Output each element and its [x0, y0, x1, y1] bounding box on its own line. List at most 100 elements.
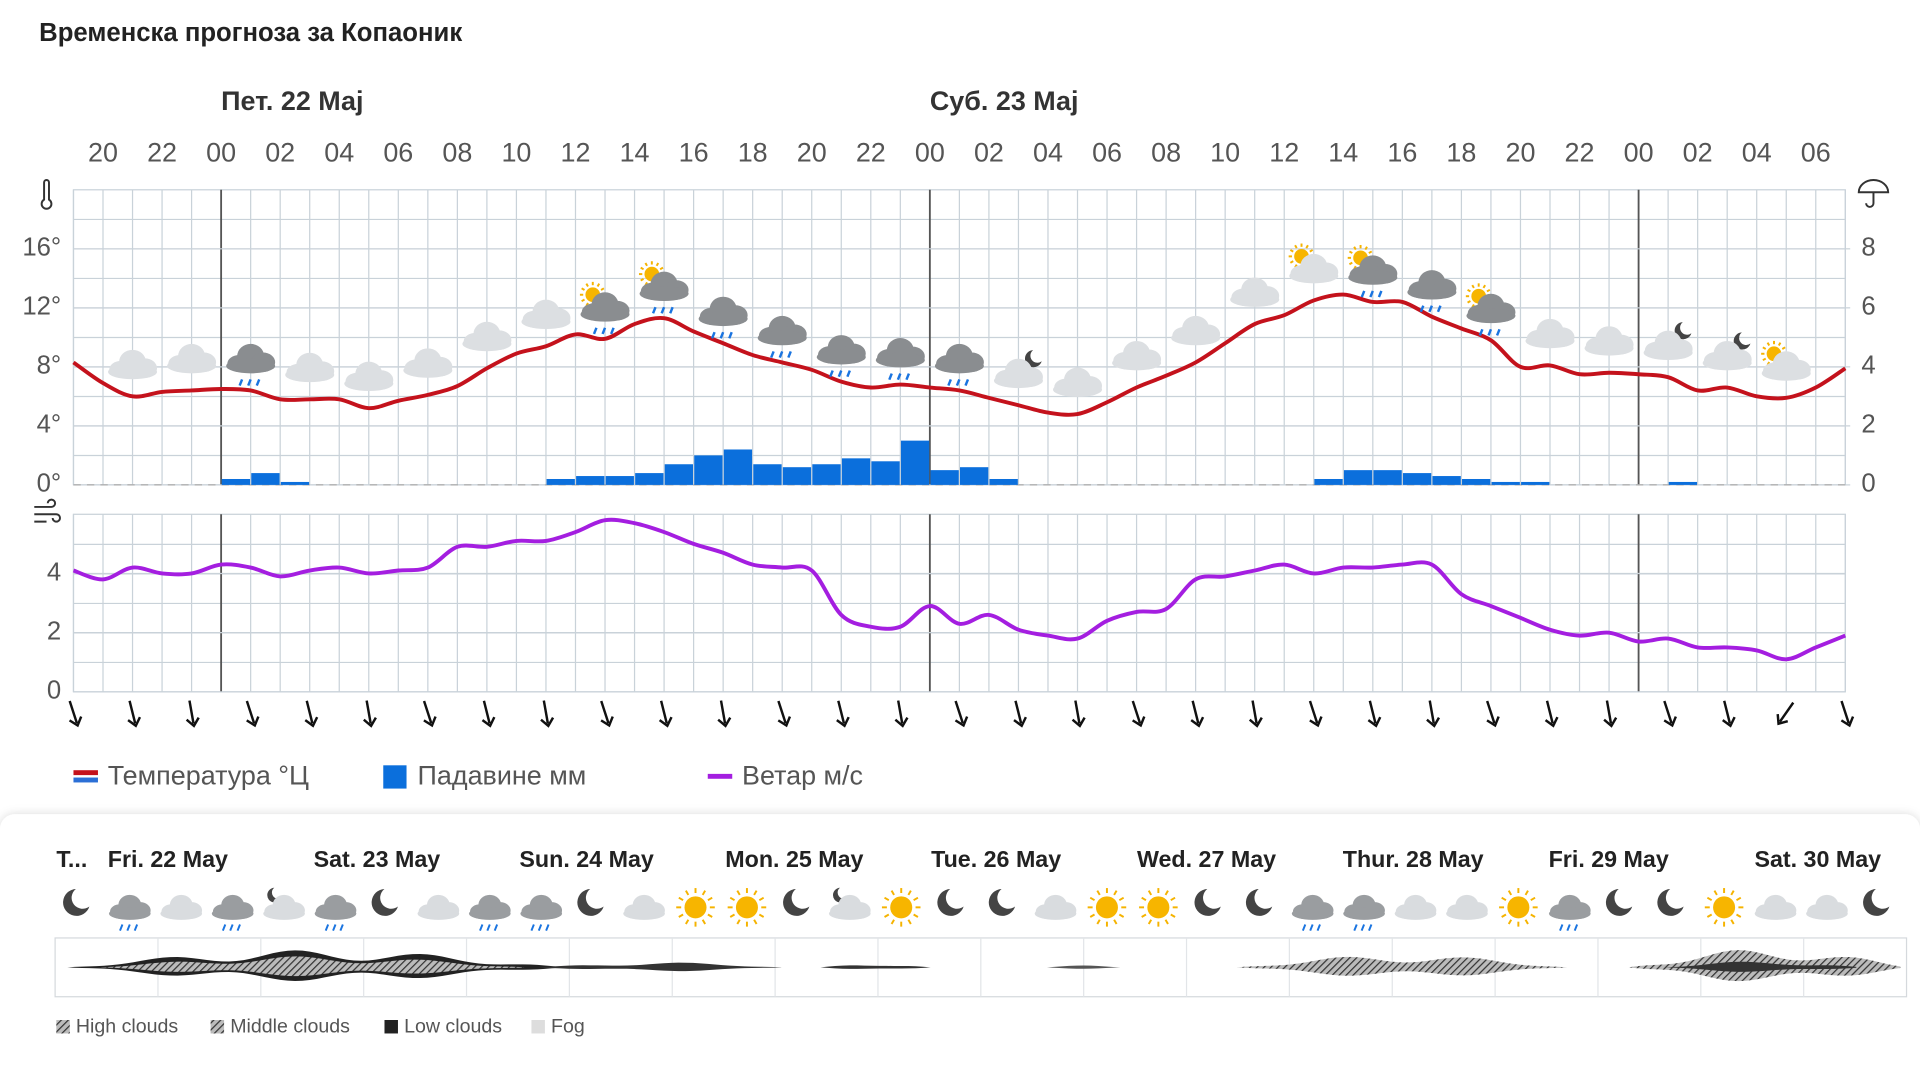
cloud: [1806, 907, 1848, 920]
sun-ray: [1348, 250, 1353, 254]
sun-ray: [585, 283, 589, 287]
weather-icon: [462, 321, 512, 352]
wind-arrow: [1544, 700, 1559, 728]
arrow-head: [717, 717, 732, 728]
arrow-head: [1663, 716, 1677, 728]
arrow-head: [1840, 716, 1855, 728]
sun-ray: [1762, 346, 1767, 350]
rain-drop: [332, 924, 337, 931]
weather-icon: [1230, 277, 1280, 307]
precip-bar: [900, 440, 930, 485]
precip-bar: [1432, 476, 1461, 485]
outlook-day: T...: [56, 846, 87, 872]
y2-tick-label: 0: [1861, 470, 1875, 498]
weather-icon: [1761, 340, 1811, 381]
x-tick-label: 04: [1742, 137, 1772, 167]
rain-drop: [846, 370, 851, 378]
rain-drop: [221, 924, 227, 931]
sun-ray: [1730, 919, 1735, 925]
outlook-icon: [468, 894, 511, 931]
rain-drop: [247, 378, 252, 387]
thermometer-icon: [40, 179, 53, 210]
weather-icon: [1465, 283, 1516, 336]
rain-drop: [710, 331, 716, 339]
moon: [783, 888, 810, 916]
sun-ray: [1501, 913, 1507, 918]
x-tick-label: 02: [265, 137, 295, 167]
cloud: [698, 311, 748, 327]
rain-drop: [1487, 328, 1493, 336]
sun-ray: [640, 266, 645, 271]
outlook-icon: [676, 888, 715, 927]
rain-drop: [1377, 290, 1383, 298]
arrow-shaft: [128, 700, 137, 724]
cloud: [1394, 907, 1437, 920]
weather-icon: [226, 343, 276, 387]
rain-drop: [530, 924, 535, 931]
cloud: [211, 907, 254, 920]
cloud: [160, 907, 203, 920]
arrow-shaft: [659, 700, 668, 724]
y-tick-label: 16°: [22, 234, 61, 262]
arrow-shaft: [1251, 700, 1258, 724]
weather-icon: [1112, 340, 1162, 371]
rain-drop: [537, 924, 543, 931]
sun-ray: [884, 913, 890, 918]
sun-ray: [1777, 342, 1782, 346]
weather-icon: [934, 343, 984, 387]
precip-bar: [280, 481, 310, 485]
cloud: [757, 330, 807, 346]
cloud: [1034, 907, 1077, 920]
rain-drop: [324, 924, 330, 931]
wind-arrow: [717, 700, 732, 728]
cloud: [462, 336, 512, 352]
cloud-legend-swatch: [210, 1020, 225, 1034]
rain-drop: [479, 924, 484, 931]
cloud: [468, 907, 511, 920]
sun-ray: [1735, 896, 1742, 902]
weather-icon: [698, 296, 748, 339]
arrow-shaft: [1663, 700, 1673, 724]
rain-drop: [1559, 924, 1564, 931]
rain-drop: [545, 924, 550, 931]
x-tick-label: 04: [324, 137, 354, 167]
rain-drop: [1419, 305, 1425, 313]
sun-ray: [1713, 919, 1718, 925]
sun-ray: [1170, 896, 1176, 902]
cloud: [226, 358, 276, 374]
outlook-icon: [1139, 888, 1178, 927]
cloud: [1643, 345, 1693, 361]
wind-arrow: [304, 700, 319, 728]
arrow-shaft: [1840, 700, 1850, 724]
y2-tick-label: 6: [1861, 293, 1875, 321]
sun-ray: [753, 890, 758, 896]
arrow-shaft: [600, 700, 610, 724]
wind-arrow: [1603, 700, 1618, 728]
weather-icon: [1053, 367, 1102, 397]
legend-swatch: [707, 773, 733, 779]
sun-ray: [1089, 896, 1096, 902]
x-tick-label: 06: [383, 137, 413, 167]
sun: [684, 896, 707, 919]
cloud-band: [820, 965, 931, 969]
wind-arrow: [1248, 700, 1263, 728]
moon: [1733, 332, 1751, 350]
rain-drop: [1573, 924, 1579, 931]
cloud: [1761, 366, 1811, 381]
sun-ray: [678, 913, 684, 918]
x-tick-label: 00: [206, 137, 236, 167]
rain-drop: [1301, 924, 1307, 931]
weather-icon: [1407, 270, 1457, 313]
outlook-icon: [371, 888, 398, 916]
y-tick-label: 4°: [37, 411, 62, 439]
rain-drop: [1353, 924, 1358, 931]
arrow-head: [954, 716, 969, 728]
sun-ray: [913, 896, 919, 902]
wind-arrow: [481, 700, 496, 728]
wind-arrow: [1426, 700, 1441, 728]
rain-drop: [119, 924, 124, 931]
main-chart: 20 22 00 02 04 06 08 10 12 14 16 18 20 22 00 02 04 06 08 10…: [22, 86, 1890, 791]
sun-ray: [729, 913, 736, 918]
x-tick-label: 22: [856, 137, 886, 167]
